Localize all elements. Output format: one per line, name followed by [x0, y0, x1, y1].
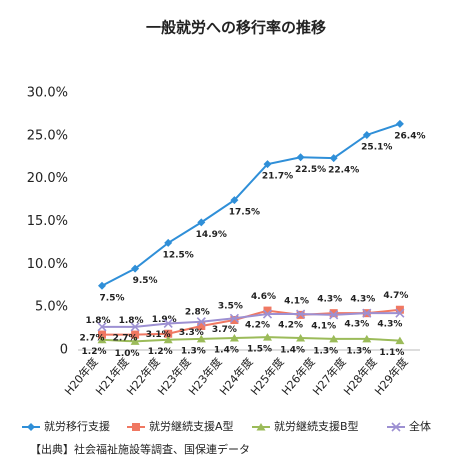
- data-label: 3.1%: [146, 330, 171, 340]
- data-label: 3.5%: [218, 302, 243, 312]
- data-label: 9.5%: [133, 276, 158, 286]
- series-line: [102, 312, 400, 328]
- point: [329, 310, 339, 320]
- point: [98, 330, 106, 339]
- point: [131, 330, 140, 339]
- data-label: 12.5%: [163, 250, 194, 260]
- legend-marker: [132, 423, 140, 431]
- point: [130, 322, 140, 332]
- data-label: 4.1%: [284, 296, 309, 306]
- data-label: 4.3%: [344, 320, 369, 330]
- point: [329, 334, 339, 343]
- data-label: 21.7%: [262, 172, 293, 182]
- point: [197, 218, 206, 227]
- point: [230, 196, 239, 205]
- data-label: 4.7%: [383, 291, 408, 301]
- point: [329, 154, 338, 163]
- data-label: 4.2%: [245, 321, 270, 331]
- point: [263, 306, 272, 315]
- point: [197, 322, 206, 331]
- data-label: 22.5%: [295, 165, 326, 175]
- point: [97, 335, 107, 344]
- y-tick-label: 15.0%: [27, 214, 68, 229]
- data-label: 1.3%: [313, 346, 338, 356]
- point: [98, 281, 106, 290]
- point: [329, 309, 338, 318]
- legend-marker: [391, 422, 401, 432]
- data-label: 4.3%: [350, 295, 375, 305]
- point: [263, 333, 272, 341]
- point: [164, 238, 173, 247]
- data-label: 2.7%: [80, 333, 105, 343]
- legend-marker: [27, 423, 35, 431]
- y-tick-label: 0: [60, 343, 68, 358]
- data-label: 1.8%: [119, 316, 144, 326]
- legend-marker: [256, 423, 266, 431]
- y-tick-label: 25.0%: [27, 128, 68, 143]
- point: [395, 308, 405, 318]
- legend-label: 就労移行支援: [44, 419, 110, 433]
- data-label: 1.5%: [247, 345, 272, 355]
- legend-label: 就労継続支援A型: [149, 419, 234, 433]
- data-label: 14.9%: [196, 230, 227, 240]
- point: [196, 317, 206, 327]
- source: 【出典】社会福祉施設等調査、国保連データ: [30, 442, 250, 456]
- data-label: 1.4%: [214, 346, 239, 356]
- data-label: 1.1%: [379, 348, 404, 358]
- y-tick-label: 20.0%: [27, 171, 68, 186]
- data-label: 4.3%: [377, 320, 402, 330]
- y-tick-label: 5.0%: [35, 300, 68, 315]
- point: [395, 305, 404, 314]
- point: [130, 337, 140, 345]
- data-label: 1.3%: [346, 346, 371, 356]
- point: [296, 153, 305, 162]
- point: [164, 329, 173, 338]
- data-label: 17.5%: [229, 208, 260, 218]
- data-label: 3.7%: [212, 325, 237, 335]
- series-line: [101, 122, 401, 287]
- data-label: 1.8%: [86, 316, 111, 326]
- point: [263, 160, 272, 169]
- point: [131, 264, 140, 273]
- point: [362, 334, 372, 343]
- point: [296, 309, 306, 319]
- data-label: 4.3%: [317, 295, 342, 305]
- data-label: 2.7%: [113, 333, 138, 343]
- data-label: 3.3%: [179, 328, 204, 338]
- point: [395, 336, 405, 345]
- point: [296, 334, 306, 342]
- point: [163, 318, 173, 329]
- data-label: 4.1%: [311, 321, 336, 331]
- data-label: 4.2%: [278, 321, 303, 331]
- y-tick-label: 30.0%: [27, 86, 68, 101]
- legend-label: 就労継続支援B型: [274, 419, 359, 433]
- point: [97, 322, 107, 332]
- x-tick-label: H29年度: [371, 355, 410, 398]
- point: [229, 334, 239, 342]
- point: [362, 130, 371, 139]
- data-label: 25.1%: [361, 142, 392, 152]
- data-label: 26.4%: [394, 131, 425, 141]
- data-label: 4.6%: [251, 292, 276, 302]
- data-label: 7.5%: [100, 293, 125, 303]
- chart-title: 一般就労への移行率の推移: [146, 19, 326, 37]
- point: [395, 119, 404, 128]
- data-label: 1.4%: [280, 346, 305, 356]
- point: [262, 309, 273, 319]
- data-label: 1.0%: [115, 349, 140, 359]
- legend-label: 全体: [409, 419, 431, 433]
- data-label: 22.4%: [328, 166, 359, 176]
- data-label: 1.2%: [82, 347, 107, 357]
- y-tick-label: 10.0%: [27, 257, 68, 272]
- data-label: 1.2%: [148, 347, 173, 357]
- series-line: [101, 336, 400, 343]
- point: [230, 316, 239, 325]
- point: [163, 335, 173, 344]
- data-label: 2.8%: [185, 308, 210, 318]
- point: [196, 334, 206, 343]
- data-label: 1.3%: [181, 346, 206, 356]
- point: [362, 308, 372, 318]
- point: [229, 313, 239, 323]
